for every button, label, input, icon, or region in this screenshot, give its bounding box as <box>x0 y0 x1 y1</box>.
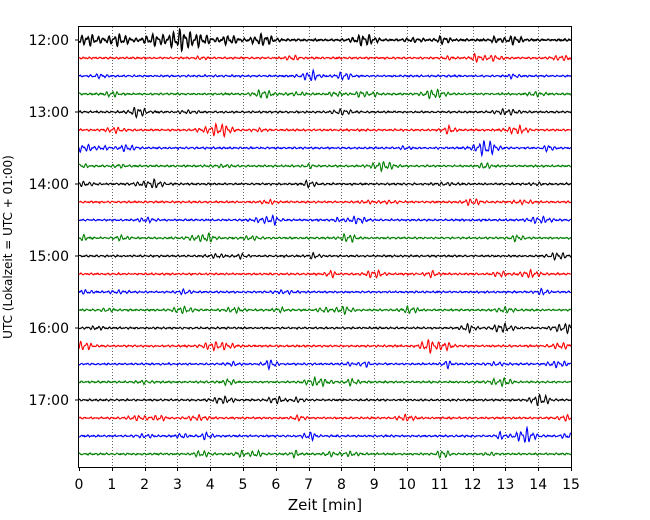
trace-group <box>78 27 572 459</box>
x-tick-label: 5 <box>239 477 248 493</box>
trace-17-00 <box>78 393 572 407</box>
plot-frame <box>78 26 572 468</box>
y-tick-label: 17:00 <box>29 393 69 409</box>
y-tick-label: 15:00 <box>29 249 69 265</box>
trace-12-15 <box>78 52 572 63</box>
x-tick-label: 11 <box>431 477 449 493</box>
x-tick-label: 8 <box>337 477 346 493</box>
trace-16-15 <box>78 338 572 355</box>
x-tick-label: 6 <box>271 477 280 493</box>
x-tick-label: 4 <box>206 477 215 493</box>
x-axis: 0 1 2 3 4 5 6 7 8 9 10 11 12 13 14 15 <box>75 467 580 493</box>
y-axis-title: UTC (Lokalzeit = UTC + 01:00) <box>1 155 15 339</box>
y-tick-label: 16:00 <box>29 321 69 337</box>
x-tick-label: 13 <box>496 477 514 493</box>
trace-14-15 <box>78 198 572 207</box>
trace-14-30 <box>78 214 572 226</box>
trace-14-00 <box>78 178 572 189</box>
y-tick-label: 13:00 <box>29 105 69 121</box>
trace-14-45 <box>78 232 572 243</box>
trace-15-30 <box>78 287 572 296</box>
x-tick-label: 15 <box>562 477 580 493</box>
y-tick-label: 12:00 <box>29 33 69 49</box>
trace-12-00 <box>78 27 572 53</box>
x-tick-label: 0 <box>75 477 84 493</box>
grid-lines <box>112 27 539 467</box>
x-tick-label: 7 <box>304 477 313 493</box>
trace-13-30 <box>78 140 572 158</box>
trace-16-30 <box>78 359 572 371</box>
trace-15-15 <box>78 268 572 279</box>
trace-15-00 <box>78 251 572 262</box>
x-tick-label: 14 <box>529 477 547 493</box>
trace-13-00 <box>78 106 572 119</box>
trace-15-45 <box>78 304 572 316</box>
trace-16-45 <box>78 375 572 388</box>
x-tick-label: 3 <box>173 477 182 493</box>
y-tick-label: 14:00 <box>29 177 69 193</box>
x-tick-label: 9 <box>370 477 379 493</box>
x-tick-label: 12 <box>464 477 482 493</box>
trace-16-00 <box>78 322 572 335</box>
x-tick-label: 1 <box>107 477 116 493</box>
trace-13-15 <box>78 122 572 139</box>
trace-17-30 <box>78 425 572 444</box>
x-tick-label: 2 <box>140 477 149 493</box>
x-axis-title: Zeit [min] <box>288 496 362 514</box>
trace-17-45 <box>78 448 572 459</box>
trace-12-45 <box>78 88 572 100</box>
trace-13-45 <box>78 160 572 173</box>
x-tick-label: 10 <box>398 477 416 493</box>
y-axis: 12:00 13:00 14:00 15:00 16:00 17:00 <box>29 33 79 409</box>
trace-17-15 <box>78 413 572 422</box>
trace-12-30 <box>78 68 572 82</box>
